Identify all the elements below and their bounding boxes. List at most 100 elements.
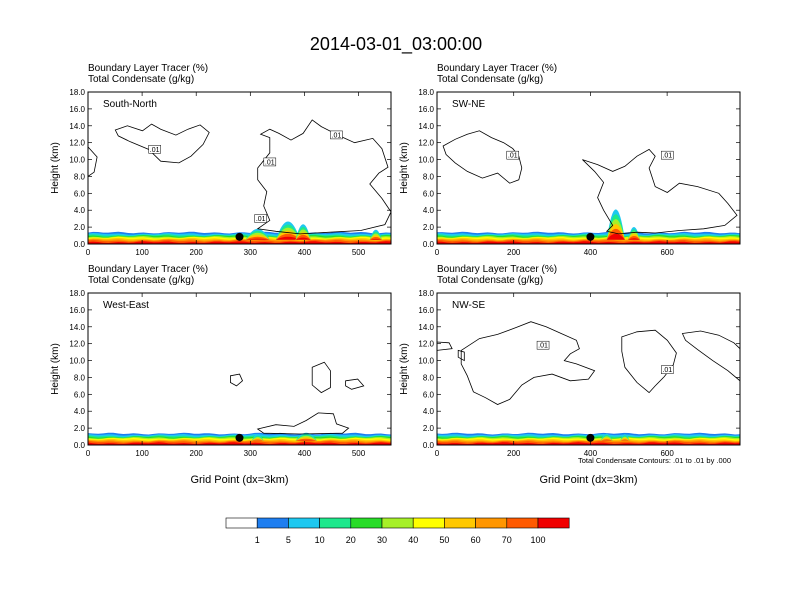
condensate-contour: [582, 148, 738, 235]
contour-label-box: [506, 150, 519, 160]
x-tick-label: 100: [135, 449, 149, 458]
panel-subtitle-condensate: Total Condensate (g/kg): [88, 275, 194, 286]
condensate-contour: [229, 373, 243, 387]
contour-label: .01: [662, 153, 672, 160]
x-tick-label: 100: [135, 248, 149, 257]
contour-label: .01: [662, 367, 672, 374]
colorbar-swatch: [412, 517, 445, 529]
contour-label: .01: [150, 147, 160, 154]
x-tick-label: 500: [352, 449, 366, 458]
contour-label-box: [536, 340, 550, 350]
condensate-contour: [88, 146, 98, 177]
colorbar-swatch: [350, 517, 383, 529]
colorbar-label: 10: [315, 535, 325, 545]
y-tick-label: 4.0: [423, 206, 435, 215]
condensate-contour: [681, 330, 740, 382]
contour-label-box: [148, 145, 161, 154]
colorbar: 1 5 10 20 30 40 50 60 70 100: [225, 517, 570, 545]
contour-label-box: [661, 150, 674, 160]
panel-subtitle-tracer: Boundary Layer Tracer (%): [88, 63, 208, 74]
y-tick-label: 8.0: [423, 172, 435, 181]
colorbar-swatch: [537, 517, 570, 529]
colorbar-swatch: [506, 517, 539, 529]
contour-label: .01: [538, 343, 548, 350]
colorbar-label: 1: [255, 535, 260, 545]
tracer-plume: [620, 439, 630, 441]
colorbar-swatch: [256, 517, 289, 529]
colorbar-label: 100: [530, 535, 545, 545]
y-tick-label: 4.0: [423, 407, 435, 416]
x-tick-label: 0: [435, 248, 440, 257]
y-tick-label: 0.0: [423, 240, 435, 249]
y-tick-label: 2.0: [423, 424, 435, 433]
condensate-contour: [442, 130, 523, 184]
x-tick-label: 200: [190, 449, 204, 458]
y-tick-label: 6.0: [74, 390, 86, 399]
panel-south-north: Boundary Layer Tracer (%)Total Condensat…: [50, 63, 392, 257]
colorbar-swatch: [225, 517, 258, 529]
location-marker: [235, 433, 244, 442]
x-tick-label: 200: [507, 248, 521, 257]
x-tick-label: 300: [244, 449, 258, 458]
colorbar-swatch: [475, 517, 508, 529]
contour-label: .01: [265, 159, 275, 166]
tracer-plume: [251, 439, 264, 441]
y-axis-label: Height (km): [50, 343, 61, 395]
panel-name: West-East: [103, 300, 149, 311]
contour-label: .01: [508, 153, 518, 160]
colorbar-swatch: [381, 517, 414, 529]
tracer-plume: [245, 238, 270, 240]
y-tick-label: 4.0: [74, 407, 86, 416]
condensate-contour: [345, 378, 365, 390]
panel-subtitle-condensate: Total Condensate (g/kg): [437, 275, 543, 286]
panel-nw-se: Boundary Layer Tracer (%)Total Condensat…: [399, 264, 741, 486]
y-tick-label: 16.0: [69, 105, 85, 114]
tracer-plume: [369, 237, 382, 240]
y-tick-label: 18.0: [69, 289, 85, 298]
y-tick-label: 18.0: [418, 289, 434, 298]
panel-frame: [436, 292, 741, 446]
y-tick-label: 12.0: [69, 139, 85, 148]
panel-subtitle-tracer: Boundary Layer Tracer (%): [88, 264, 208, 275]
condensate-contour: [256, 119, 391, 235]
colorbar-label: 50: [439, 535, 449, 545]
panel-west-east: Boundary Layer Tracer (%)Total Condensat…: [50, 264, 392, 486]
y-tick-label: 14.0: [69, 323, 85, 332]
colorbar-label: 30: [377, 535, 387, 545]
colorbar-swatch: [288, 517, 320, 529]
y-tick-label: 16.0: [418, 105, 434, 114]
location-marker: [235, 232, 244, 241]
y-tick-label: 18.0: [418, 88, 434, 97]
panel-frame: [87, 292, 392, 446]
y-tick-label: 6.0: [423, 189, 435, 198]
condensate-contour: [114, 123, 210, 164]
tracer-plume: [606, 233, 625, 240]
y-tick-label: 0.0: [74, 441, 86, 450]
y-tick-label: 12.0: [418, 340, 434, 349]
colorbar-label: 20: [346, 535, 356, 545]
panel-frame: [87, 91, 392, 245]
x-tick-label: 500: [352, 248, 366, 257]
contour-label: .01: [256, 216, 266, 223]
y-tick-label: 2.0: [423, 223, 435, 232]
tracer-plume: [627, 238, 640, 240]
y-tick-label: 14.0: [418, 122, 434, 131]
y-tick-label: 12.0: [69, 340, 85, 349]
contour-note: Total Condensate Contours: .01 to .01 by…: [578, 456, 731, 465]
y-axis-label: Height (km): [50, 142, 61, 194]
contour-label-box: [661, 365, 674, 374]
panels: Boundary Layer Tracer (%)Total Condensat…: [50, 63, 741, 486]
y-tick-label: 16.0: [418, 306, 434, 315]
contour-label-box: [254, 214, 267, 223]
colorbar-label: 70: [502, 535, 512, 545]
condensate-contour: [256, 412, 350, 435]
panel-subtitle-tracer: Boundary Layer Tracer (%): [437, 264, 557, 275]
panel-name: South-North: [103, 99, 157, 110]
x-tick-label: 400: [584, 449, 598, 458]
tracer-plume: [295, 438, 317, 441]
plot-area: .01 .01 .01 .01: [88, 119, 391, 244]
colorbar-swatch: [444, 517, 476, 529]
y-tick-label: 10.0: [418, 156, 434, 165]
x-tick-label: 0: [435, 449, 440, 458]
